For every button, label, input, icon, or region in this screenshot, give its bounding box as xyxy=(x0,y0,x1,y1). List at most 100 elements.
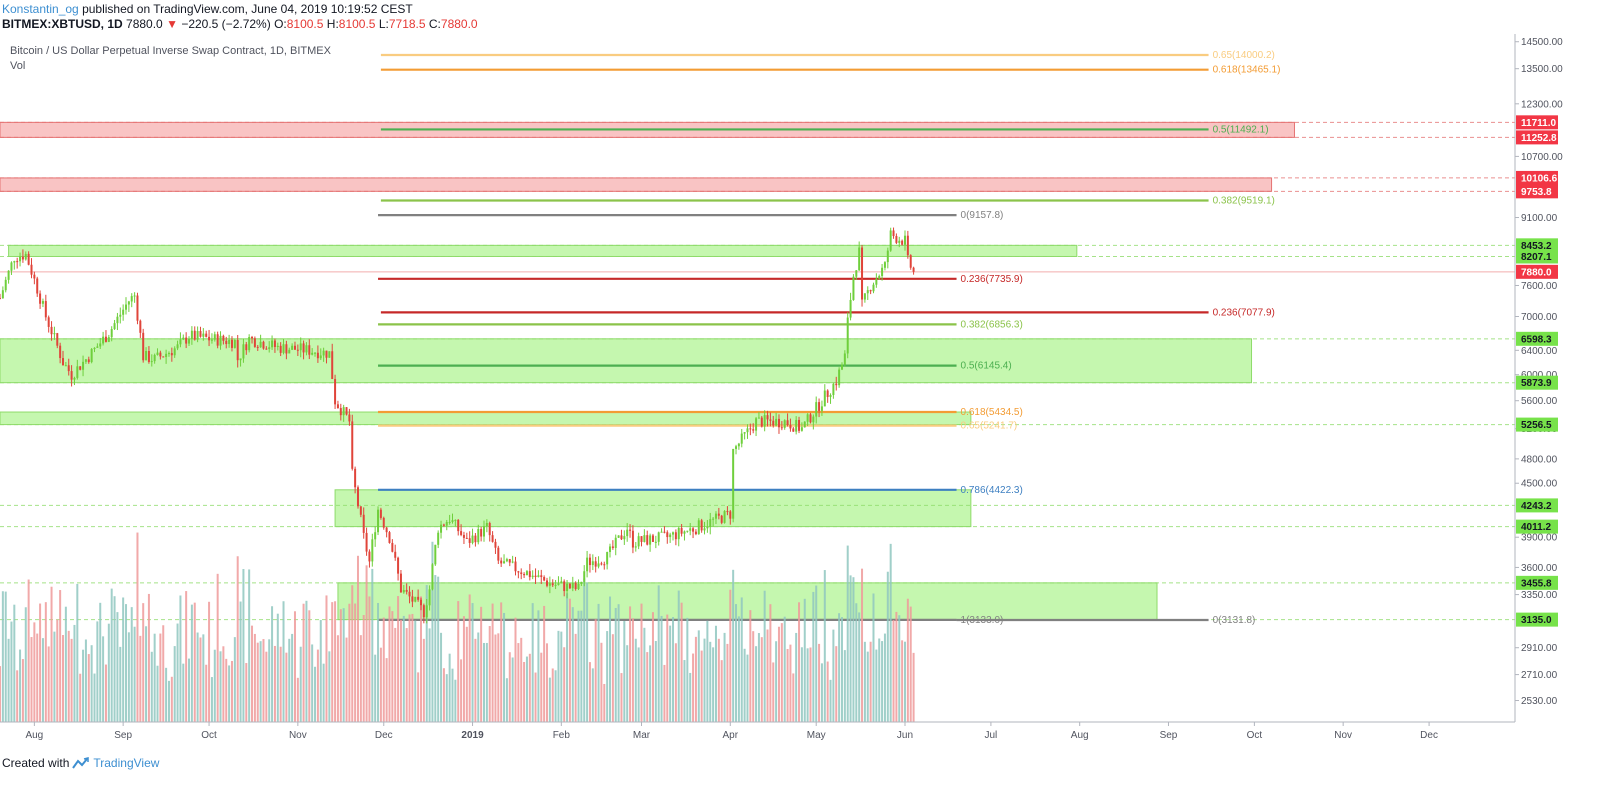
candle-body xyxy=(523,574,526,576)
volume-bar xyxy=(611,634,614,722)
volume-bar xyxy=(631,618,634,722)
candle-body xyxy=(800,427,803,431)
volume-bar xyxy=(729,589,732,722)
volume-bar xyxy=(588,662,591,722)
candle-body xyxy=(634,546,637,548)
candle-body xyxy=(660,531,663,533)
volume-bar xyxy=(110,588,113,722)
volume-bar xyxy=(772,662,775,722)
volume-bar xyxy=(53,631,56,722)
x-tick-label: Feb xyxy=(553,730,571,741)
volume-bar xyxy=(666,614,669,722)
candle-body xyxy=(554,584,557,586)
candle-body xyxy=(242,344,245,359)
candle-body xyxy=(729,511,732,519)
x-tick-label: Nov xyxy=(1334,730,1352,741)
candle-body xyxy=(855,270,858,277)
price-badge xyxy=(1516,170,1558,185)
x-tick-label: Sep xyxy=(114,730,132,741)
volume-bar xyxy=(815,585,818,722)
price-badge xyxy=(1516,331,1558,346)
volume-bar xyxy=(909,606,912,722)
candle-body xyxy=(895,236,898,243)
candle-body xyxy=(308,345,311,355)
volume-bar xyxy=(714,625,717,722)
volume-bar xyxy=(743,648,746,722)
price-badge-label: 3455.8 xyxy=(1521,578,1552,589)
candle-body xyxy=(102,336,105,344)
candle-body xyxy=(27,253,30,265)
volume-bar xyxy=(147,593,150,722)
candle-body xyxy=(82,361,85,370)
volume-bar xyxy=(812,591,815,722)
price-badge-label: 10106.6 xyxy=(1521,173,1558,184)
volume-bar xyxy=(382,617,385,722)
candle-body xyxy=(537,575,540,578)
candle-body xyxy=(706,526,709,529)
candle-body xyxy=(497,547,500,561)
candle-body xyxy=(33,274,36,279)
x-tick-label: Jun xyxy=(897,730,913,741)
volume-bar xyxy=(583,578,586,722)
candle-body xyxy=(881,267,884,276)
tradingview-link[interactable]: TradingView xyxy=(72,756,159,770)
candle-body xyxy=(792,428,795,432)
volume-bar xyxy=(875,649,878,722)
candle-body xyxy=(726,511,729,513)
volume-bar xyxy=(59,590,62,722)
candle-body xyxy=(646,535,649,545)
volume-bar xyxy=(735,604,738,722)
price-chart[interactable]: 0.65(14000.2) 0.618(13465.1) 0.5(11492.1) 0… xyxy=(0,34,1600,750)
candle-body xyxy=(732,448,735,519)
candle-body xyxy=(334,378,337,405)
candle-body xyxy=(485,522,488,527)
candle-body xyxy=(631,530,634,548)
candle-body xyxy=(692,528,695,532)
candle-body xyxy=(528,571,531,578)
candle-body xyxy=(869,290,872,292)
close-value: 7880.0 xyxy=(440,17,478,31)
x-tick-label: 2019 xyxy=(461,730,484,741)
candle-body xyxy=(0,298,2,300)
volume-bar xyxy=(789,644,792,722)
volume-bar xyxy=(525,656,528,722)
price-badge xyxy=(1516,498,1558,513)
y-tick-label: 12300.00 xyxy=(1521,99,1563,110)
candle-body xyxy=(265,348,268,350)
volume-bar xyxy=(331,602,334,722)
candle-body xyxy=(749,428,752,430)
volume-bar xyxy=(534,672,537,722)
candle-body xyxy=(259,341,262,348)
candle-body xyxy=(73,377,76,380)
volume-bar xyxy=(485,642,488,722)
volume-bar xyxy=(878,638,881,722)
volume-bar xyxy=(471,603,474,722)
volume-bar xyxy=(546,643,549,722)
candle-body xyxy=(394,551,397,558)
volume-bar xyxy=(669,625,672,722)
candle-body xyxy=(256,346,259,348)
candle-body xyxy=(67,365,70,372)
volume-bar xyxy=(185,591,188,722)
volume-bar xyxy=(514,617,517,722)
candle-body xyxy=(886,250,889,263)
volume-bar xyxy=(245,663,248,722)
author-link[interactable]: Konstantin_og xyxy=(2,2,79,16)
candle-body xyxy=(322,350,325,356)
x-tick-label: Nov xyxy=(289,730,307,741)
volume-bar xyxy=(746,654,749,722)
volume-bar xyxy=(156,665,159,722)
volume-bar xyxy=(374,654,377,722)
volume-bar xyxy=(863,641,866,722)
candle-body xyxy=(872,284,875,292)
candle-body xyxy=(136,295,139,321)
volume-bar xyxy=(445,674,448,722)
candle-body xyxy=(428,589,431,606)
volume-bar xyxy=(912,652,915,722)
volume-bar xyxy=(319,620,322,722)
candle-body xyxy=(440,524,443,533)
price-badge-label: 8453.2 xyxy=(1521,241,1552,252)
y-tick-label: 13500.00 xyxy=(1521,64,1563,75)
volume-bar xyxy=(293,611,296,722)
candle-body xyxy=(780,427,783,429)
